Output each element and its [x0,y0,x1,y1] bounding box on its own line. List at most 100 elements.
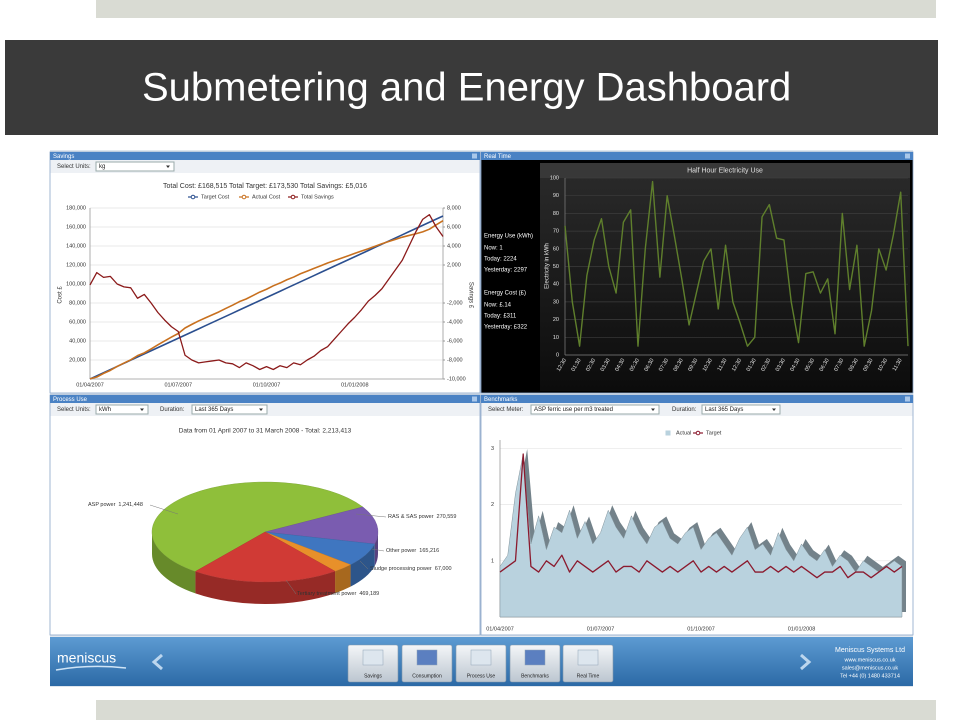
y2-axis-title: Savings £ [467,282,473,309]
nav-button-icon [524,649,546,666]
top-strip [96,0,936,18]
pie-slice[interactable] [264,506,379,545]
company-info: Meniscus Systems Ltd [835,647,905,654]
nav-button-icon [416,649,438,666]
x-tick-label: 01/10/2007 [253,382,281,388]
legend-marker [190,194,196,200]
leader-line [285,579,297,595]
control-label: Select Meter: [488,407,524,413]
y-tick-label: 100 [550,175,559,181]
dropdown[interactable] [701,404,781,415]
panel-title: Real Time [484,154,512,160]
dropdown-arrow [166,165,170,168]
nav-button-label[interactable]: Benchmarks [521,673,549,679]
y-tick-label: 140,000 [66,243,86,249]
panel-title: Process Use [53,397,88,403]
slice-name: Tertiary treatment power [297,591,356,597]
y-tick-label: 1 [491,558,494,564]
slice-name: Other power [386,548,416,554]
nav-button-icon [362,649,384,666]
slice-value: 1,241,448 [118,502,142,508]
x-tick-label: 01/01/2008 [788,626,816,632]
y-tick-label: 3 [491,446,494,452]
panel-close-button[interactable] [905,153,910,159]
legend-label[interactable]: Actual [676,430,691,436]
dropdown[interactable] [95,404,149,415]
y-tick-label: 80,000 [69,300,86,306]
slice-label: Sludge processing power 67,000 [370,566,452,572]
nav-button-label[interactable]: Savings [364,673,382,679]
x-tick-label: 01/01/2008 [341,382,369,388]
chart-title: Half Hour Electricity Use [687,167,763,174]
nav-left-arrow[interactable] [151,653,163,671]
area [499,453,903,618]
panel-close-button[interactable] [472,153,477,159]
dropdown[interactable] [95,161,175,172]
realtime-stat: Today: £311 [484,314,517,320]
pie-slice[interactable] [194,531,336,583]
y-tick-label: 40 [553,282,559,288]
panel-close-button[interactable] [472,396,477,402]
line [499,453,903,579]
y2-tick-label: 2,000 [447,262,461,268]
y-tick-label: 30 [553,299,559,305]
legend-label[interactable]: Actual Cost [252,194,281,200]
slice-value: 270,559 [437,514,457,520]
control-label: Select Units: [57,164,91,170]
nav-right-arrow[interactable] [800,653,812,671]
dropdown-arrow [651,408,655,411]
dropdown[interactable] [191,404,268,415]
legend-label[interactable]: Target Cost [201,194,230,200]
x-tick-label: 01/10/2007 [687,626,715,632]
y-tick-label: 60,000 [69,319,86,325]
slice-name: Sludge processing power [370,566,432,572]
leader-line [359,560,369,570]
dropdown[interactable] [530,404,660,415]
panel-close-button[interactable] [905,396,910,402]
panel-title: Savings [53,154,74,160]
y-tick-label: 90 [553,193,559,199]
panel-title-bar [481,152,913,160]
company-info: www.meniscus.co.uk [843,657,895,663]
legend-marker [241,194,247,200]
nav-button-label[interactable]: Process Use [467,673,496,679]
nav-button-icon [470,649,492,666]
realtime-stat: Energy Cost (£) [484,291,526,297]
leader-line [149,504,179,515]
dropdown-value: kWh [99,407,111,413]
slice-label: Tertiary treatment power 469,189 [297,591,379,597]
slice-name: RAS & SAS power [388,514,434,520]
y-tick-label: 120,000 [66,262,86,268]
y2-tick-label: -6,000 [447,338,463,344]
legend-label[interactable]: Total Savings [301,194,334,200]
pie-side [195,571,336,604]
y2-tick-label: -8,000 [447,357,463,363]
title-band [5,40,938,135]
y2-tick-label: -4,000 [447,319,463,325]
x-tick-label: 01/07/2007 [587,626,615,632]
company-info: sales@meniscus.co.uk [842,665,899,671]
y-tick-label: 2 [491,502,494,508]
slice-value: 165,216 [419,548,439,554]
nav-button-label[interactable]: Real Time [577,673,600,679]
nav-button-label[interactable]: Consumption [412,673,442,679]
y-tick-label: 70 [553,229,559,235]
realtime-stat: Yesterday: £322 [484,325,528,331]
chart-title: Total Cost: £168,515 Total Target: £173,… [163,183,367,190]
nav-button-icon [577,649,599,666]
y-tick-label: 100,000 [66,281,86,287]
legend-label[interactable]: Target [706,430,722,436]
y2-tick-label: -10,000 [447,376,466,382]
logo-swoosh [55,665,127,671]
y-tick-label: 20,000 [69,357,86,363]
line [564,180,909,347]
y-tick-label: 40,000 [69,338,86,344]
y-tick-label: 160,000 [66,224,86,230]
y-axis-title: Electricity in kWh [545,243,551,289]
realtime-stat: Now: £.14 [484,303,512,309]
pie-slice[interactable] [151,481,364,572]
slide-title: Submetering and Energy Dashboard [142,66,791,110]
legend-marker [290,194,296,200]
panel [49,151,481,394]
